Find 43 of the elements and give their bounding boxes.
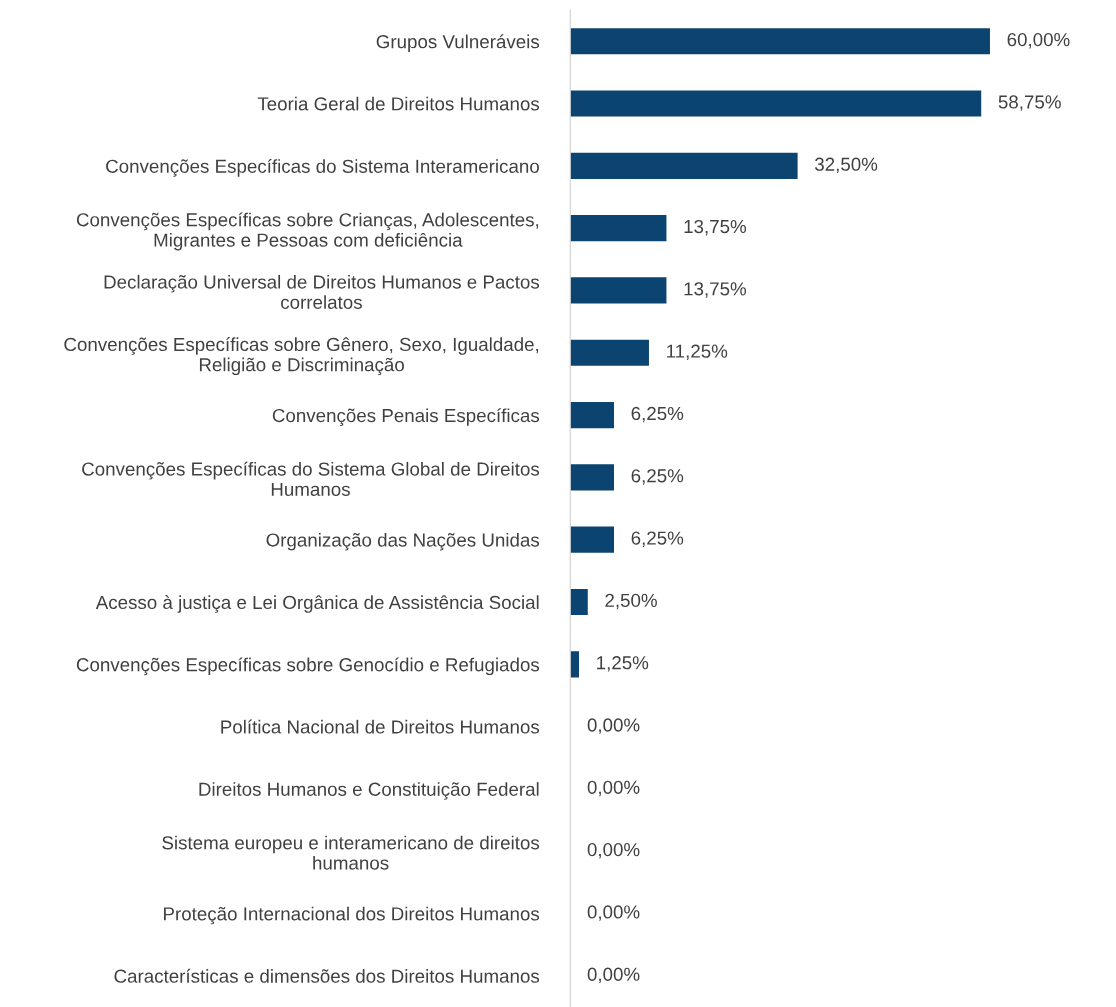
- data-label: 6,25%: [631, 469, 684, 485]
- data-label: 2,50%: [605, 593, 657, 610]
- bar: [570, 526, 614, 553]
- y-tick-label: Convenções Específicas sobre Gênero, Sexo, Igualdade, Religião e Discriminação: [64, 337, 539, 376]
- bar: [570, 464, 614, 491]
- bar: [570, 588, 588, 616]
- bar: [570, 651, 580, 678]
- data-label: 58,75%: [998, 95, 1061, 111]
- y-tick-label: Direitos Humanos e Constituição Federal: [199, 782, 539, 800]
- data-label: 0,00%: [587, 842, 640, 859]
- bar: [570, 215, 667, 242]
- y-tick-label: Acesso à justiça e Lei Orgânica de Assistência Social: [95, 595, 539, 613]
- y-tick-label: Convenções Específicas sobre Genocídio e Refugiados: [76, 657, 540, 676]
- bar: [570, 28, 990, 55]
- data-label: 0,00%: [587, 967, 640, 984]
- data-label: 1,25%: [597, 656, 649, 672]
- data-label: 11,25%: [667, 344, 728, 361]
- y-tick-label: Grupos Vulneráveis: [376, 34, 540, 53]
- data-label: 0,00%: [587, 780, 640, 797]
- y-tick-label: Política Nacional de Direitos Humanos: [221, 719, 540, 734]
- data-label: 32,50%: [814, 157, 878, 174]
- y-tick-label: Declaração Universal de Direitos Humanos e Pactos correlatos: [104, 274, 540, 309]
- bar: [570, 90, 982, 117]
- data-label: 6,25%: [631, 531, 684, 547]
- data-label: 60,00%: [1007, 32, 1070, 49]
- y-tick-label: Convenções Específicas do Sistema Interamericano: [106, 158, 539, 177]
- y-tick-label: Sistema europeu e interamericano de direitos humanos: [162, 835, 540, 870]
- y-tick-label: Teoria Geral de Direitos Humanos: [257, 96, 540, 111]
- bar: [570, 152, 798, 179]
- data-label: 6,25%: [631, 406, 684, 423]
- y-tick-label: Convenções Específicas do Sistema Global de Direitos Humanos: [82, 461, 540, 496]
- data-label: 0,00%: [587, 718, 640, 734]
- y-tick-label: Convenções Específicas sobre Crianças, Adolescentes, Migrantes e Pessoas com deficiência: [76, 212, 539, 251]
- bar: [570, 277, 667, 304]
- y-tick-label: Convenções Penais Específicas: [272, 408, 540, 426]
- data-label: 13,75%: [684, 282, 747, 298]
- y-tick-label: Características e dimensões dos Direitos Humanos: [114, 968, 540, 983]
- y-tick-label: Organização das Nações Unidas: [266, 532, 540, 551]
- bar: [570, 339, 649, 366]
- data-label: 13,75%: [684, 219, 747, 236]
- y-tick-label: Proteção Internacional dos Direitos Humanos: [164, 906, 540, 925]
- bar: [570, 401, 614, 429]
- data-label: 0,00%: [587, 905, 640, 921]
